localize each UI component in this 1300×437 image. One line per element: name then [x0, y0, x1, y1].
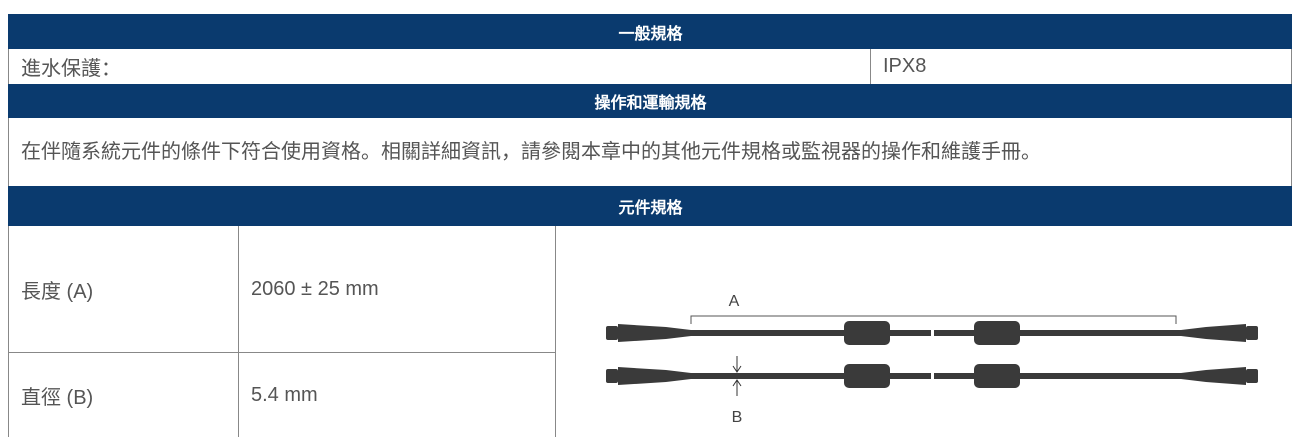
spec-text: 在伴隨系統元件的條件下符合使用資格。相關詳細資訊，請參閱本章中的其他元件規格或監…: [8, 118, 1292, 186]
cable-bottom: [606, 364, 1258, 388]
figure-cell: A B: [555, 226, 1292, 437]
spec-label: 直徑 (B): [8, 352, 238, 437]
spec-value: 5.4 mm: [238, 352, 555, 437]
dimension-bracket: [690, 315, 1177, 324]
section-header: 操作和運輸規格: [8, 84, 1292, 118]
label-b: B: [732, 409, 743, 426]
label-a: A: [729, 293, 740, 310]
cable-figure: A B: [606, 293, 1258, 426]
dimension-arrows: [732, 356, 742, 396]
section-header: 元件規格: [8, 186, 1292, 226]
section-header: 一般規格: [8, 14, 1292, 49]
spec-label: 進水保護：: [8, 49, 870, 84]
spec-value: IPX8: [870, 49, 1292, 84]
spec-label: 長度 (A): [8, 226, 238, 352]
spec-value: 2060 ± 25 mm: [238, 226, 555, 352]
cable-top: [606, 321, 1258, 345]
